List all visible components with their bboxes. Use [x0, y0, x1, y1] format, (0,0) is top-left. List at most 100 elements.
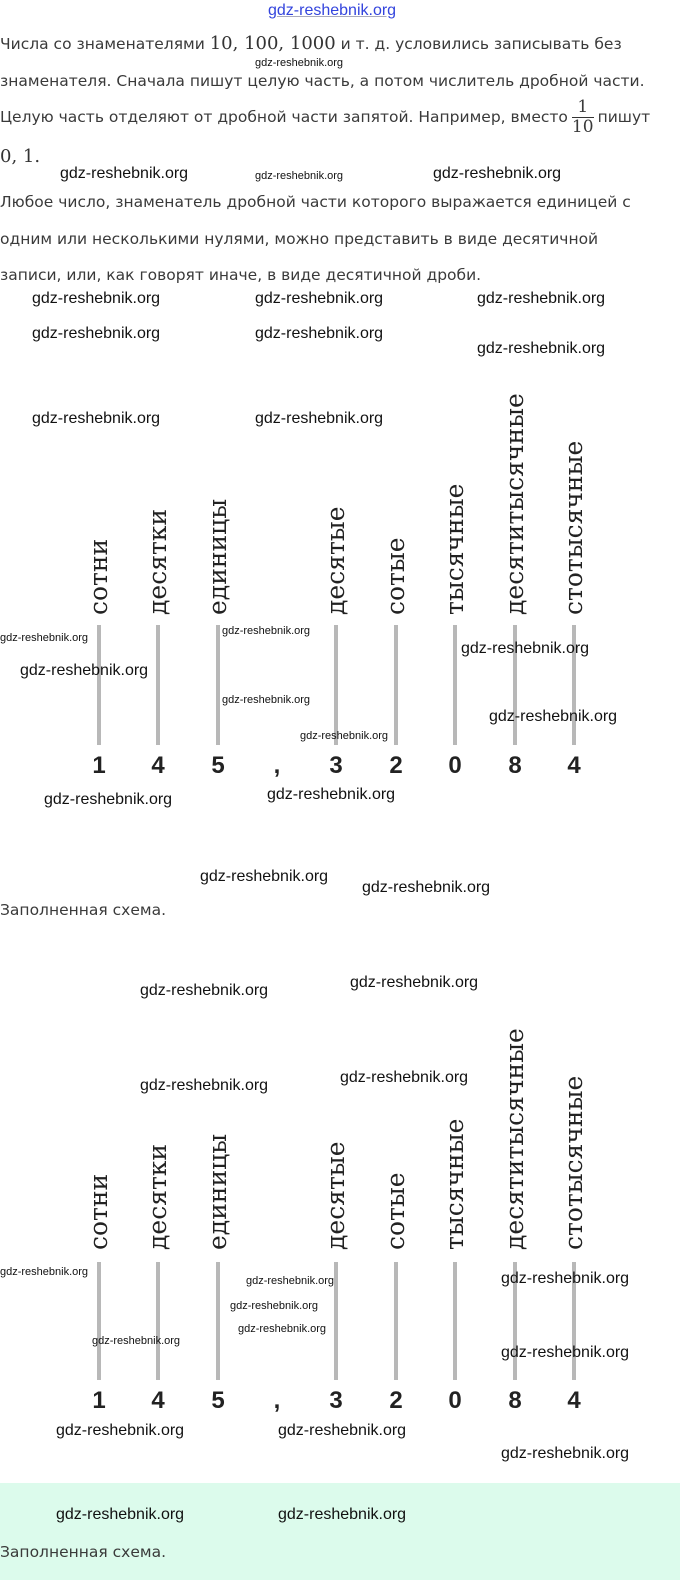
digit: 8 — [508, 752, 522, 779]
watermark: gdz-reshebnik.org — [278, 1422, 407, 1439]
watermark: gdz-reshebnik.org — [92, 1335, 181, 1347]
caption: Заполненная схема. — [0, 901, 166, 919]
digit: 4 — [151, 752, 165, 779]
text: и т. д. условились записывать без — [335, 35, 622, 53]
watermark: gdz-reshebnik.org — [362, 879, 491, 896]
watermark: gdz-reshebnik.org — [0, 632, 89, 644]
digit: 1 — [92, 1387, 106, 1414]
place-label: единицы — [203, 498, 232, 615]
place-column: десятки 4 — [138, 300, 178, 800]
place-column: единицы 5 — [198, 300, 238, 800]
connector-line — [453, 625, 457, 745]
digit: 4 — [567, 1387, 581, 1414]
place-label: стотысячные — [559, 1075, 588, 1250]
watermark: gdz-reshebnik.org — [222, 625, 311, 637]
watermark: gdz-reshebnik.org — [477, 340, 606, 357]
digit: 4 — [151, 1387, 165, 1414]
watermark-link[interactable]: gdz-reshebnik.org — [268, 2, 397, 19]
place-column: единицы 5 — [198, 935, 238, 1435]
connector-line — [97, 625, 101, 745]
digit: 0 — [448, 752, 462, 779]
watermark: gdz-reshebnik.org — [477, 290, 606, 307]
connector-line — [216, 1262, 220, 1380]
watermark: gdz-reshebnik.org — [278, 1506, 407, 1523]
connector-line — [216, 625, 220, 745]
place-label: сотые — [381, 1172, 410, 1250]
connector-line — [97, 1262, 101, 1380]
place-column: десятые 3 — [316, 935, 356, 1435]
fraction-denominator: 10 — [571, 117, 594, 137]
watermark: gdz-reshebnik.org — [60, 165, 189, 182]
watermark: gdz-reshebnik.org — [255, 57, 344, 69]
digit: 4 — [567, 752, 581, 779]
place-label: десятки — [143, 1143, 172, 1250]
digit: 1 — [92, 752, 106, 779]
place-column: стотысячные 4 — [554, 300, 594, 800]
watermark: gdz-reshebnik.org — [246, 1275, 335, 1287]
connector-line — [572, 1262, 576, 1380]
place-column: сотни 1 — [79, 300, 119, 800]
watermark: gdz-reshebnik.org — [300, 730, 389, 742]
watermark: gdz-reshebnik.org — [44, 791, 173, 808]
paragraph-2-line-1: Любое число, знаменатель дробной части к… — [0, 193, 631, 211]
watermark: gdz-reshebnik.org — [350, 974, 479, 991]
connector-line — [513, 625, 517, 745]
place-column: десятые 3 — [316, 300, 356, 800]
watermark: gdz-reshebnik.org — [255, 170, 344, 182]
watermark: gdz-reshebnik.org — [489, 708, 618, 725]
decimal-comma: , — [273, 752, 281, 779]
watermark: gdz-reshebnik.org — [56, 1422, 185, 1439]
digit: 8 — [508, 1387, 522, 1414]
paragraph-1-line-1: Числа со знаменателями 10, 100, 1000 и т… — [0, 33, 622, 54]
text: Числа со знаменателями — [0, 35, 210, 53]
highlight-band — [0, 1483, 680, 1580]
place-column: десятки 4 — [138, 935, 178, 1435]
digit: 3 — [329, 1387, 343, 1414]
connector-line — [513, 1262, 517, 1380]
paragraph-2-line-2: одним или несколькими нулями, можно пред… — [0, 230, 599, 248]
digit: 3 — [329, 752, 343, 779]
connector-line — [156, 625, 160, 745]
paragraph-1-line-3: Целую часть отделяют от дробной части за… — [0, 98, 650, 137]
text: Целую часть отделяют от дробной части за… — [0, 108, 568, 126]
connector-line — [572, 625, 576, 745]
place-column: сотые 2 — [376, 935, 416, 1435]
decimal-comma: , — [273, 1387, 281, 1414]
place-label: тысячные — [440, 483, 469, 615]
watermark: gdz-reshebnik.org — [461, 640, 590, 657]
watermark: gdz-reshebnik.org — [230, 1300, 319, 1312]
digit: 5 — [211, 1387, 225, 1414]
watermark: gdz-reshebnik.org — [222, 694, 311, 706]
watermark: gdz-reshebnik.org — [20, 662, 149, 679]
watermark: gdz-reshebnik.org — [267, 786, 396, 803]
math-numbers: 10, 100, 1000 — [209, 33, 336, 54]
watermark: gdz-reshebnik.org — [501, 1270, 630, 1287]
place-value-diagram-filled: сотни 1 десятки 4 единицы 5, десятые 3 сотые 2 тыс… — [0, 935, 680, 1435]
watermark: gdz-reshebnik.org — [255, 325, 384, 342]
watermark: gdz-reshebnik.org — [255, 410, 384, 427]
watermark: gdz-reshebnik.org — [238, 1323, 327, 1335]
place-column: сотые 2 — [376, 300, 416, 800]
place-label: десятитысячные — [500, 393, 529, 615]
watermark: gdz-reshebnik.org — [433, 165, 562, 182]
place-label: десятитысячные — [500, 1028, 529, 1250]
place-column: десятитысячные 8 — [495, 300, 535, 800]
place-label: десятые — [321, 1141, 350, 1250]
watermark: gdz-reshebnik.org — [32, 325, 161, 342]
place-label: десятые — [321, 506, 350, 615]
place-column: сотни 1 — [79, 935, 119, 1435]
place-label: сотни — [84, 1173, 113, 1250]
digit: 2 — [389, 752, 403, 779]
place-label: тысячные — [440, 1118, 469, 1250]
place-label: единицы — [203, 1133, 232, 1250]
text: пишут — [597, 108, 651, 126]
paragraph-2-line-3: записи, или, как говорят иначе, в виде д… — [0, 266, 482, 284]
place-label: сотни — [84, 538, 113, 615]
paragraph-1-line-2: знаменателя. Сначала пишут целую часть, … — [0, 72, 645, 90]
watermark: gdz-reshebnik.org — [501, 1445, 630, 1462]
place-value-diagram: сотни 1 десятки 4 единицы 5, десятые 3 сотые 2 тыс… — [0, 300, 680, 800]
place-label: стотысячные — [559, 440, 588, 615]
place-column: стотысячные 4 — [554, 935, 594, 1435]
watermark: gdz-reshebnik.org — [0, 1266, 89, 1278]
connector-line — [334, 625, 338, 745]
